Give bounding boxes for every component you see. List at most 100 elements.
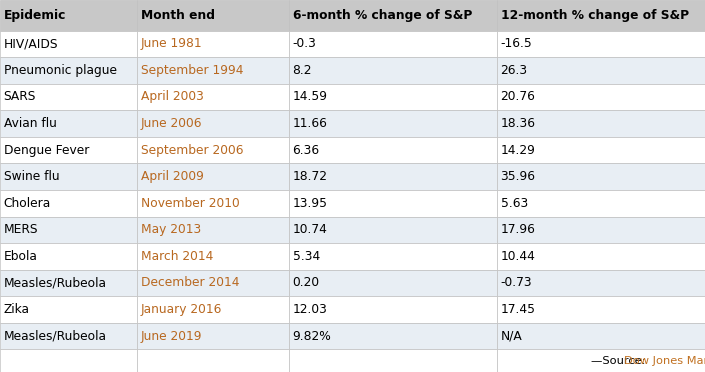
Bar: [0, 349, 137, 372]
Bar: [137, 190, 289, 217]
Bar: [289, 323, 497, 349]
Text: November 2010: November 2010: [141, 197, 240, 210]
Bar: [497, 31, 705, 57]
Text: -0.73: -0.73: [501, 276, 532, 289]
Bar: [0, 190, 137, 217]
Text: Pneumonic plague: Pneumonic plague: [4, 64, 116, 77]
Bar: [497, 163, 705, 190]
Bar: [289, 57, 497, 84]
Text: 6-month % change of S&P: 6-month % change of S&P: [293, 9, 472, 22]
Bar: [0, 31, 137, 57]
Bar: [289, 137, 497, 163]
Bar: [137, 349, 289, 372]
Text: December 2014: December 2014: [141, 276, 240, 289]
Text: June 2006: June 2006: [141, 117, 202, 130]
Text: 12.03: 12.03: [293, 303, 327, 316]
Text: 35.96: 35.96: [501, 170, 536, 183]
Bar: [289, 190, 497, 217]
Text: Epidemic: Epidemic: [4, 9, 66, 22]
Bar: [137, 31, 289, 57]
Bar: [137, 0, 289, 31]
Text: 17.96: 17.96: [501, 223, 535, 236]
Text: Dengue Fever: Dengue Fever: [4, 144, 89, 157]
Bar: [497, 137, 705, 163]
Bar: [137, 270, 289, 296]
Bar: [497, 270, 705, 296]
Text: 13.95: 13.95: [293, 197, 328, 210]
Text: Avian flu: Avian flu: [4, 117, 56, 130]
Text: Month end: Month end: [141, 9, 215, 22]
Bar: [0, 217, 137, 243]
Bar: [0, 163, 137, 190]
Text: September 1994: September 1994: [141, 64, 243, 77]
Text: 18.72: 18.72: [293, 170, 328, 183]
Text: 20.76: 20.76: [501, 90, 535, 103]
Text: Ebola: Ebola: [4, 250, 37, 263]
Text: 0.20: 0.20: [293, 276, 319, 289]
Text: May 2013: May 2013: [141, 223, 201, 236]
Bar: [497, 217, 705, 243]
Bar: [0, 296, 137, 323]
Bar: [137, 163, 289, 190]
Text: 6.36: 6.36: [293, 144, 319, 157]
Bar: [0, 137, 137, 163]
Bar: [497, 190, 705, 217]
Bar: [137, 57, 289, 84]
Bar: [137, 296, 289, 323]
Text: 8.2: 8.2: [293, 64, 312, 77]
Text: Zika: Zika: [4, 303, 30, 316]
Bar: [497, 110, 705, 137]
Text: June 2019: June 2019: [141, 330, 202, 343]
Bar: [497, 349, 705, 372]
Text: —Source:: —Source:: [591, 356, 649, 366]
Bar: [137, 137, 289, 163]
Text: 26.3: 26.3: [501, 64, 527, 77]
Text: Swine flu: Swine flu: [4, 170, 59, 183]
Bar: [497, 84, 705, 110]
Bar: [497, 296, 705, 323]
Bar: [289, 270, 497, 296]
Text: April 2003: April 2003: [141, 90, 204, 103]
Text: 14.59: 14.59: [293, 90, 328, 103]
Bar: [137, 84, 289, 110]
Text: 18.36: 18.36: [501, 117, 536, 130]
Bar: [289, 243, 497, 270]
Bar: [0, 270, 137, 296]
Bar: [289, 163, 497, 190]
Bar: [497, 0, 705, 31]
Bar: [497, 57, 705, 84]
Text: 17.45: 17.45: [501, 303, 536, 316]
Text: 14.29: 14.29: [501, 144, 535, 157]
Bar: [0, 0, 137, 31]
Text: -16.5: -16.5: [501, 37, 532, 50]
Text: April 2009: April 2009: [141, 170, 204, 183]
Text: MERS: MERS: [4, 223, 38, 236]
Bar: [0, 57, 137, 84]
Text: HIV/AIDS: HIV/AIDS: [4, 37, 58, 50]
Text: 5.34: 5.34: [293, 250, 320, 263]
Text: Dow Jones Market Data: Dow Jones Market Data: [625, 356, 705, 366]
Bar: [137, 110, 289, 137]
Bar: [137, 323, 289, 349]
Bar: [497, 243, 705, 270]
Text: 12-month % change of S&P: 12-month % change of S&P: [501, 9, 689, 22]
Text: January 2016: January 2016: [141, 303, 222, 316]
Text: 10.74: 10.74: [293, 223, 327, 236]
Bar: [289, 84, 497, 110]
Text: June 1981: June 1981: [141, 37, 202, 50]
Text: N/A: N/A: [501, 330, 522, 343]
Text: SARS: SARS: [4, 90, 36, 103]
Bar: [0, 243, 137, 270]
Text: 9.82%: 9.82%: [293, 330, 331, 343]
Text: March 2014: March 2014: [141, 250, 214, 263]
Bar: [0, 323, 137, 349]
Bar: [497, 323, 705, 349]
Bar: [0, 110, 137, 137]
Bar: [289, 110, 497, 137]
Text: Measles/Rubeola: Measles/Rubeola: [4, 276, 106, 289]
Bar: [289, 349, 497, 372]
Bar: [289, 31, 497, 57]
Text: Measles/Rubeola: Measles/Rubeola: [4, 330, 106, 343]
Bar: [289, 0, 497, 31]
Bar: [0, 84, 137, 110]
